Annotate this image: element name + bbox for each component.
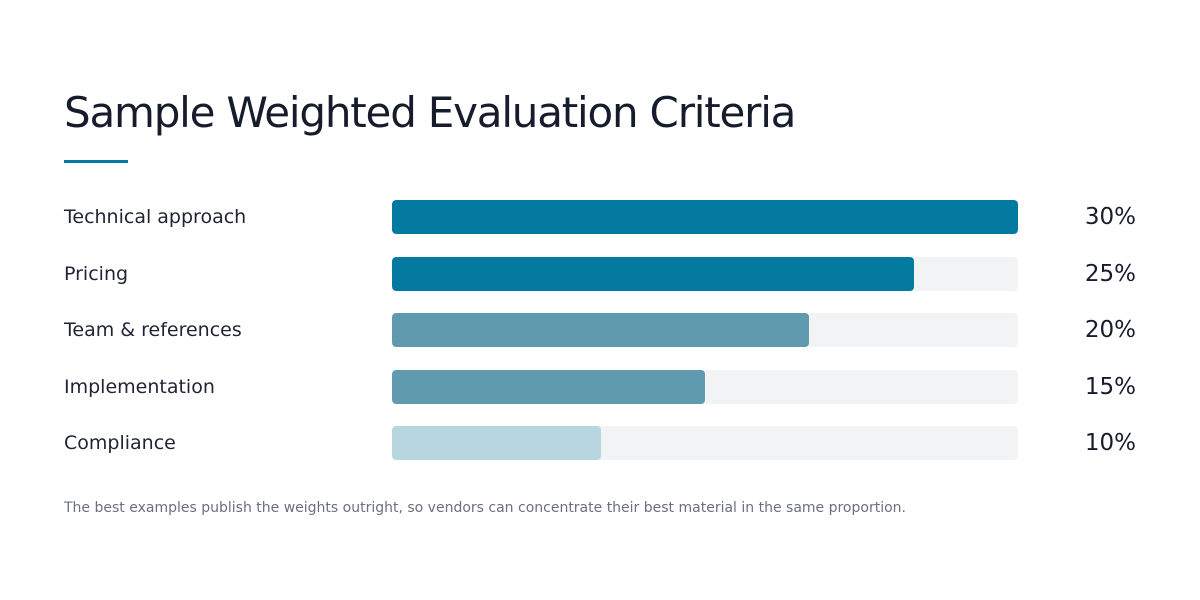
criteria-label: Compliance xyxy=(64,432,176,454)
bar xyxy=(392,370,705,404)
bar xyxy=(392,426,601,460)
criteria-row: Team & references 20% xyxy=(0,313,1200,347)
bar-track xyxy=(392,200,1018,234)
title-accent-rule xyxy=(64,160,128,163)
bar-value-label: 20% xyxy=(1084,317,1136,343)
criteria-label: Implementation xyxy=(64,376,215,398)
footnote: The best examples publish the weights ou… xyxy=(64,500,906,516)
criteria-row: Implementation 15% xyxy=(0,370,1200,404)
bar-value-label: 25% xyxy=(1084,261,1136,287)
bar xyxy=(392,313,809,347)
page-title: Sample Weighted Evaluation Criteria xyxy=(64,88,796,137)
criteria-row: Pricing 25% xyxy=(0,257,1200,291)
bar-track xyxy=(392,426,1018,460)
criteria-row: Compliance 10% xyxy=(0,426,1200,460)
bar-value-label: 15% xyxy=(1084,374,1136,400)
bar-value-label: 10% xyxy=(1084,430,1136,456)
criteria-row: Technical approach 30% xyxy=(0,200,1200,234)
criteria-label: Technical approach xyxy=(64,206,247,228)
criteria-label: Team & references xyxy=(64,319,242,341)
bar-value-label: 30% xyxy=(1084,204,1136,230)
bar xyxy=(392,257,914,291)
criteria-label: Pricing xyxy=(64,263,129,285)
bar xyxy=(392,200,1018,234)
bar-track xyxy=(392,313,1018,347)
bar-track xyxy=(392,370,1018,404)
bar-track xyxy=(392,257,1018,291)
